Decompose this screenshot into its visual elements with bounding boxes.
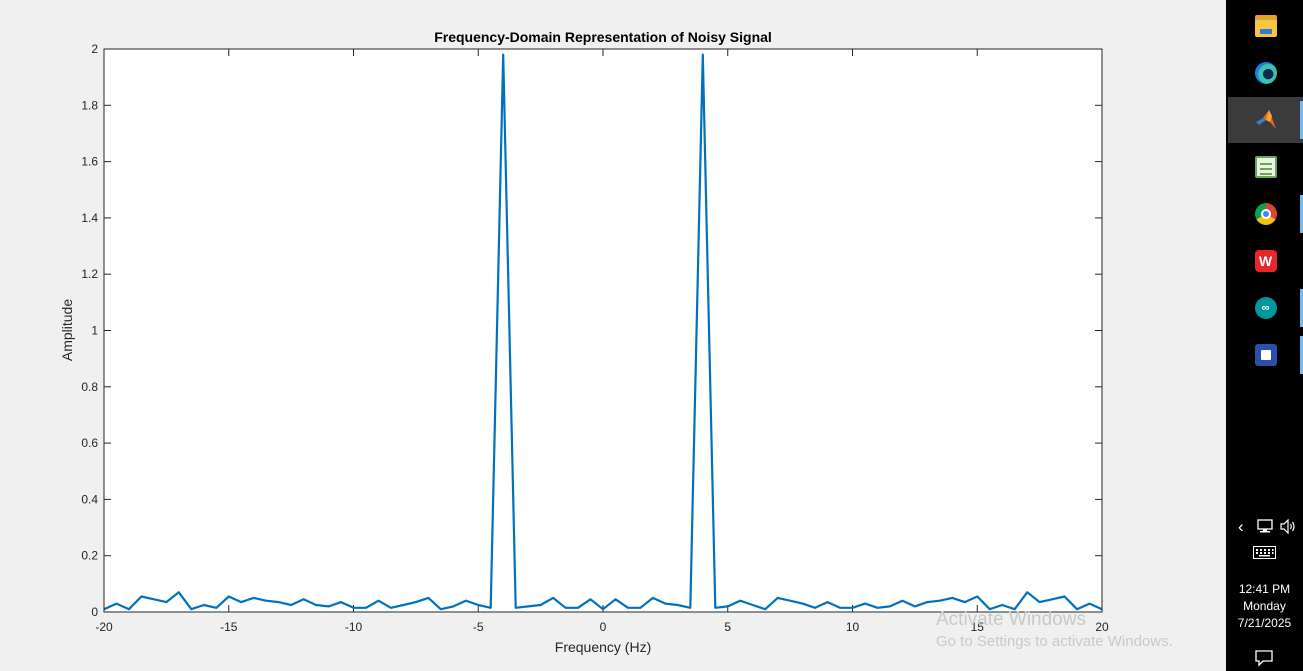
- arduino-icon: ∞: [1254, 297, 1277, 319]
- axis-ticks: -20 -15 -10 -5 0 5 10 15 20 0 0.2 0.4 0.6 0.8 1 1.2 1.4 1…: [81, 42, 1109, 634]
- y-tick-label: 0.2: [81, 549, 98, 563]
- x-tick-label: -15: [220, 620, 238, 634]
- watermark-title: Activate Windows: [936, 609, 1086, 630]
- taskbar-remote-desktop[interactable]: [1228, 332, 1303, 378]
- y-tick-label: 1.8: [81, 98, 98, 112]
- taskbar-wps-office[interactable]: W: [1228, 238, 1303, 284]
- taskbar-notepad[interactable]: [1228, 144, 1303, 190]
- edge-icon: [1254, 62, 1277, 84]
- wps-office-icon: W: [1254, 250, 1277, 272]
- y-axis-label: Amplitude: [59, 299, 75, 361]
- volume-icon[interactable]: [1280, 519, 1298, 534]
- clock-day[interactable]: Monday: [1243, 599, 1286, 613]
- taskbar-file-explorer[interactable]: [1228, 3, 1303, 49]
- plot-area: [104, 49, 1102, 612]
- matlab-figure-area: -20 -15 -10 -5 0 5 10 15 20 0 0.2 0.4 0.6 0.8 1 1.2 1.4 1…: [59, 29, 1109, 655]
- taskbar: W ∞ ‹ 12:41 PM Monday 7/21/2025: [1226, 0, 1303, 671]
- x-tick-label: -10: [345, 620, 363, 634]
- x-tick-label: 0: [600, 620, 607, 634]
- running-indicator: [1300, 101, 1303, 139]
- y-tick-label: 0.4: [81, 492, 98, 506]
- taskbar-matlab[interactable]: [1228, 97, 1303, 143]
- taskbar-arduino[interactable]: ∞: [1228, 285, 1303, 331]
- running-indicator: [1300, 289, 1303, 327]
- taskbar-chrome[interactable]: [1228, 191, 1303, 237]
- x-tick-label: 10: [846, 620, 860, 634]
- y-tick-label: 1.4: [81, 211, 98, 225]
- y-tick-label: 0.8: [81, 380, 98, 394]
- y-tick-label: 0.6: [81, 436, 98, 450]
- tray-chevron-icon[interactable]: ‹: [1238, 517, 1244, 536]
- clock-time[interactable]: 12:41 PM: [1238, 582, 1291, 596]
- chart-title: Frequency-Domain Representation of Noisy…: [434, 29, 772, 45]
- axes-box: [103, 48, 1103, 613]
- x-tick-label: 5: [724, 620, 731, 634]
- notepad-icon: [1254, 156, 1277, 178]
- y-tick-label: 1.2: [81, 267, 98, 281]
- activate-windows-watermark: Activate Windows Go to Settings to activ…: [936, 609, 1173, 652]
- action-center-icon[interactable]: [1255, 650, 1273, 667]
- running-indicator: [1300, 336, 1303, 374]
- file-explorer-icon: [1254, 15, 1277, 37]
- chrome-icon: [1254, 203, 1277, 225]
- y-tick-label: 1: [91, 324, 98, 338]
- x-tick-label: 15: [971, 620, 985, 634]
- y-tick-label: 0: [91, 605, 98, 619]
- series-line: [103, 53, 1103, 611]
- watermark-subtitle: Go to Settings to activate Windows.: [936, 633, 1173, 650]
- x-tick-label: 20: [1095, 620, 1109, 634]
- running-indicator: [1300, 195, 1303, 233]
- clock-date[interactable]: 7/21/2025: [1237, 616, 1292, 630]
- touch-keyboard-icon[interactable]: [1253, 546, 1276, 559]
- x-tick-label: -20: [95, 620, 113, 634]
- remote-desktop-icon: [1254, 344, 1277, 366]
- matlab-icon: [1255, 110, 1276, 129]
- y-tick-label: 1.6: [81, 155, 98, 169]
- x-tick-label: -5: [473, 620, 484, 634]
- network-icon[interactable]: [1257, 519, 1273, 534]
- chart: -20 -15 -10 -5 0 5 10 15 20 0 0.2 0.4 0.6 0.8 1 1.2 1.4 1…: [59, 29, 1109, 655]
- x-axis-label: Frequency (Hz): [555, 639, 651, 655]
- taskbar-edge[interactable]: [1228, 50, 1303, 96]
- y-tick-label: 2: [91, 42, 98, 56]
